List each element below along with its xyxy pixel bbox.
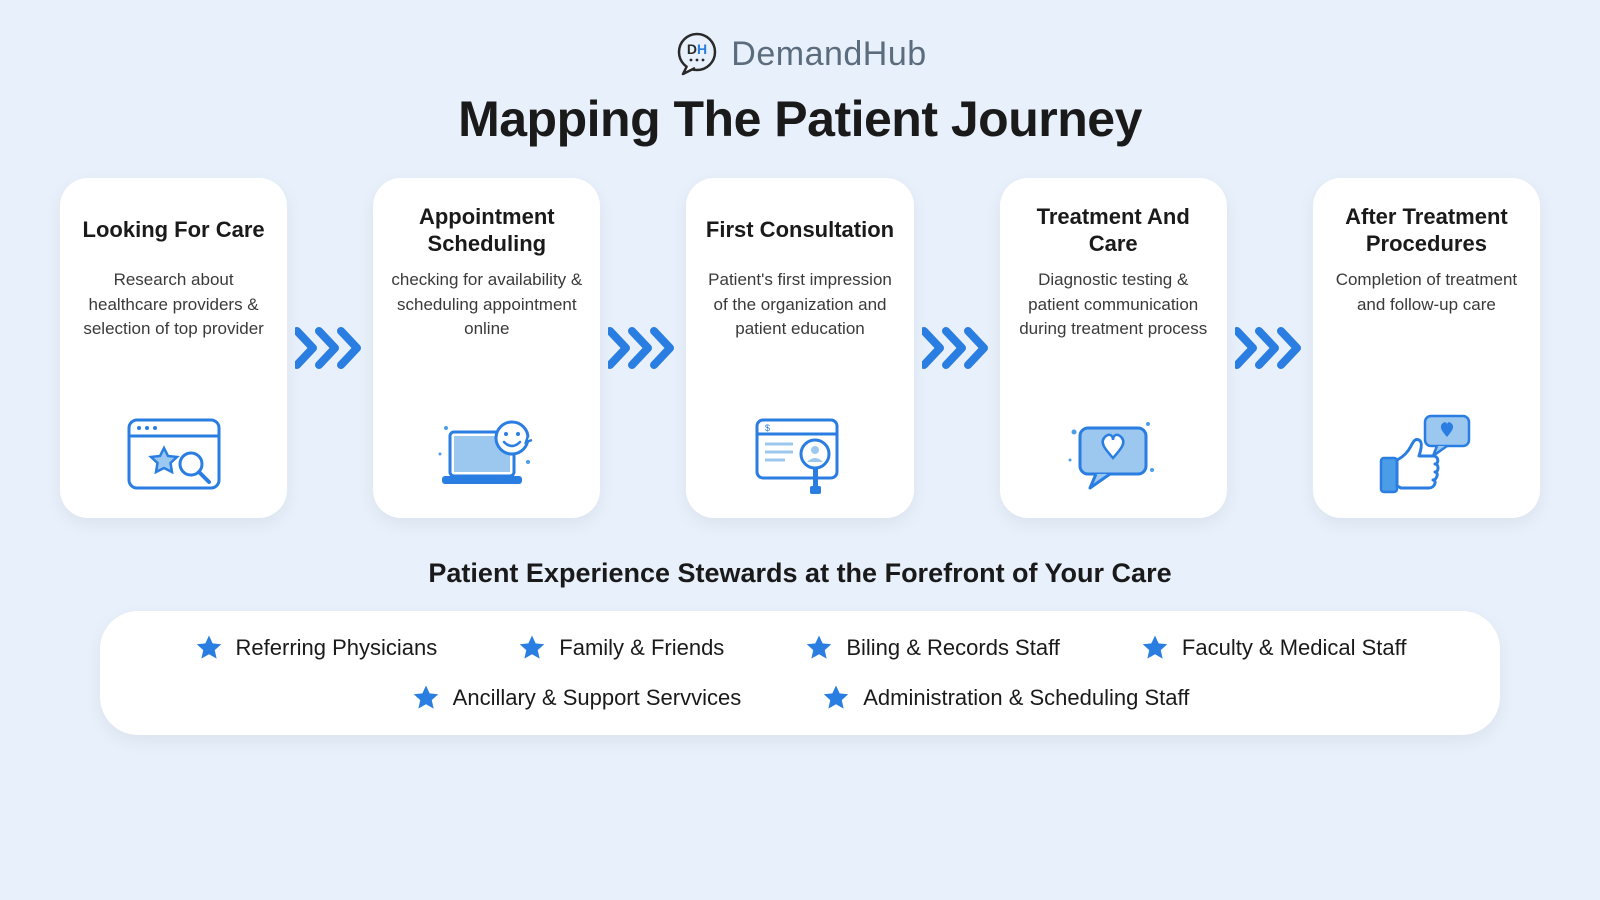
page-title: Mapping The Patient Journey [458,90,1142,148]
journey-card: After Treatment Procedures Completion of… [1313,178,1540,518]
steward-item: Ancillary & Support Servvices [411,683,742,713]
card-desc: checking for availability & scheduling a… [389,268,584,406]
card-title: First Consultation [706,202,894,258]
stewards-title: Patient Experience Stewards at the Foref… [428,558,1171,589]
card-title: Looking For Care [83,202,265,258]
chat-heart-icon [1058,410,1168,500]
card-title: After Treatment Procedures [1329,202,1524,258]
card-desc: Patient's first impression of the organi… [702,268,897,406]
chevron-separator-icon [1235,325,1305,371]
steward-item: Referring Physicians [194,633,438,663]
svg-text:$: $ [765,423,770,433]
card-title: Treatment And Care [1016,202,1211,258]
page-root: DH DemandHub Mapping The Patient Journey… [0,0,1600,900]
star-icon [821,683,851,713]
steward-item: Biling & Records Staff [804,633,1060,663]
steward-label: Biling & Records Staff [846,635,1060,661]
card-desc: Diagnostic testing & patient communicati… [1016,268,1211,406]
star-icon [1140,633,1170,663]
steward-item: Family & Friends [517,633,724,663]
browser-star-search-icon [119,410,229,500]
steward-label: Administration & Scheduling Staff [863,685,1189,711]
star-icon [411,683,441,713]
chevron-separator-icon [295,325,365,371]
steward-label: Ancillary & Support Servvices [453,685,742,711]
journey-row: Looking For Care Research about healthca… [60,178,1540,518]
steward-label: Faculty & Medical Staff [1182,635,1407,661]
speech-bubble-icon: DH [673,30,721,78]
laptop-smile-icon [432,410,542,500]
journey-card: First Consultation Patient's first impre… [686,178,913,518]
chevron-separator-icon [608,325,678,371]
card-desc: Research about healthcare providers & se… [76,268,271,406]
steward-item: Administration & Scheduling Staff [821,683,1189,713]
stewards-box: Referring Physicians Family & Friends Bi… [100,611,1500,735]
brand-logo: DH DemandHub [673,30,926,78]
card-title: Appointment Scheduling [389,202,584,258]
star-icon [194,633,224,663]
journey-card: Treatment And Care Diagnostic testing & … [1000,178,1227,518]
brand-name: DemandHub [731,35,926,74]
card-desc: Completion of treatment and follow-up ca… [1329,268,1524,406]
browser-profile-search-icon: $ [745,410,855,500]
svg-text:DH: DH [687,41,707,57]
journey-card: Appointment Scheduling checking for avai… [373,178,600,518]
star-icon [517,633,547,663]
star-icon [804,633,834,663]
thumbs-up-heart-icon [1371,410,1481,500]
steward-label: Family & Friends [559,635,724,661]
steward-label: Referring Physicians [236,635,438,661]
chevron-separator-icon [922,325,992,371]
journey-card: Looking For Care Research about healthca… [60,178,287,518]
steward-item: Faculty & Medical Staff [1140,633,1407,663]
